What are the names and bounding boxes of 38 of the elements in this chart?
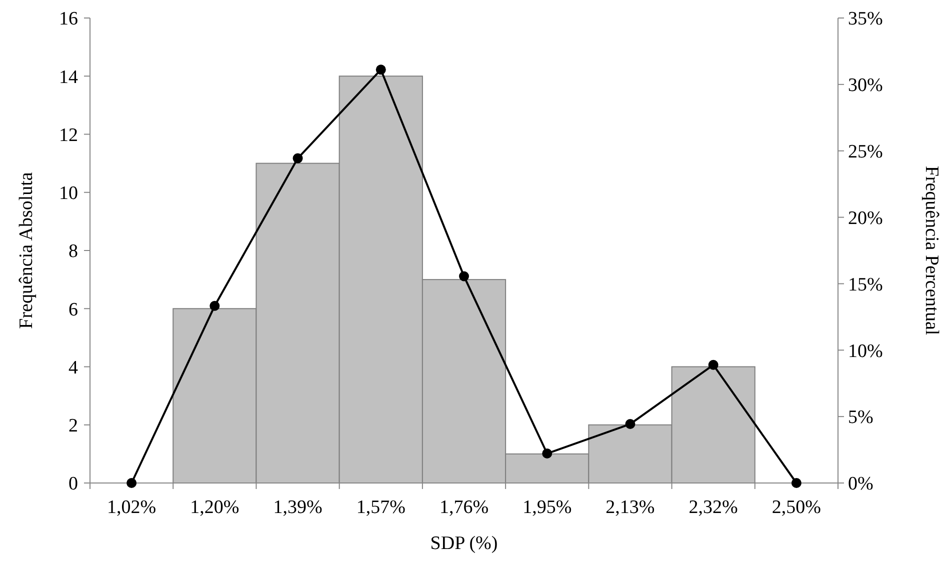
x-tick-label: 2,50% [772,497,822,518]
y-tick-label: 12 [59,124,78,146]
x-tick-label: 1,20% [190,497,240,518]
x-tick-label: 1,39% [273,497,322,518]
y-tick-label: 6 [68,299,78,320]
point [126,478,137,488]
x-tick-label: 1,95% [522,497,572,518]
y-tick-label: 0 [68,474,78,495]
y2-tick-label: 20% [848,208,883,229]
y2-tick-label: 35% [848,8,883,30]
y2-tick-label: 10% [848,340,883,362]
point [210,300,220,311]
point [625,419,636,430]
x-tick-label: 1,76% [439,497,489,518]
y2-tick-label: 25% [848,142,883,163]
point [459,271,469,282]
point [376,64,386,75]
point [791,478,802,488]
x-tick-label: 1,02% [107,497,156,518]
point [708,360,718,370]
x-axis-title: SDP (%) [430,533,498,554]
y2-axis-title: Frequência Percentual [921,166,942,336]
y2-tick-label: 15% [848,274,883,296]
y-tick-label: 8 [68,241,78,262]
y-tick-label: 10 [59,183,78,204]
y2-tick-label: 0% [848,474,874,495]
y-axis-title: Frequência Absoluta [16,172,37,329]
point [292,153,303,164]
point [542,448,552,459]
x-tick-label: 2,32% [688,497,738,518]
x-tick-label: 2,13% [606,497,655,518]
y-tick-label: 14 [59,66,78,88]
x-tick-label: 1,57% [356,497,406,518]
y-tick-label: 2 [68,416,78,437]
y-tick-label: 16 [59,8,78,30]
y2-tick-label: 5% [848,407,874,428]
y2-tick-label: 30% [848,75,883,96]
y-tick-label: 4 [68,357,78,378]
